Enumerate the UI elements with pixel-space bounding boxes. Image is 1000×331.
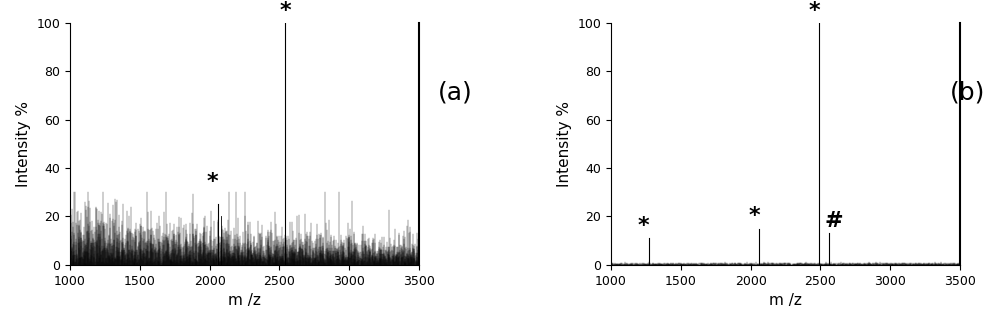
- Text: *: *: [279, 1, 291, 21]
- Text: #: #: [824, 211, 843, 231]
- Text: *: *: [808, 1, 820, 21]
- Text: *: *: [207, 172, 218, 192]
- X-axis label: m /z: m /z: [769, 293, 802, 308]
- Text: (a): (a): [438, 81, 472, 105]
- Text: *: *: [638, 216, 650, 236]
- Text: *: *: [748, 206, 760, 226]
- Text: (b): (b): [950, 81, 986, 105]
- X-axis label: m /z: m /z: [228, 293, 261, 308]
- Y-axis label: Intensity %: Intensity %: [557, 101, 572, 187]
- Y-axis label: Intensity %: Intensity %: [16, 101, 31, 187]
